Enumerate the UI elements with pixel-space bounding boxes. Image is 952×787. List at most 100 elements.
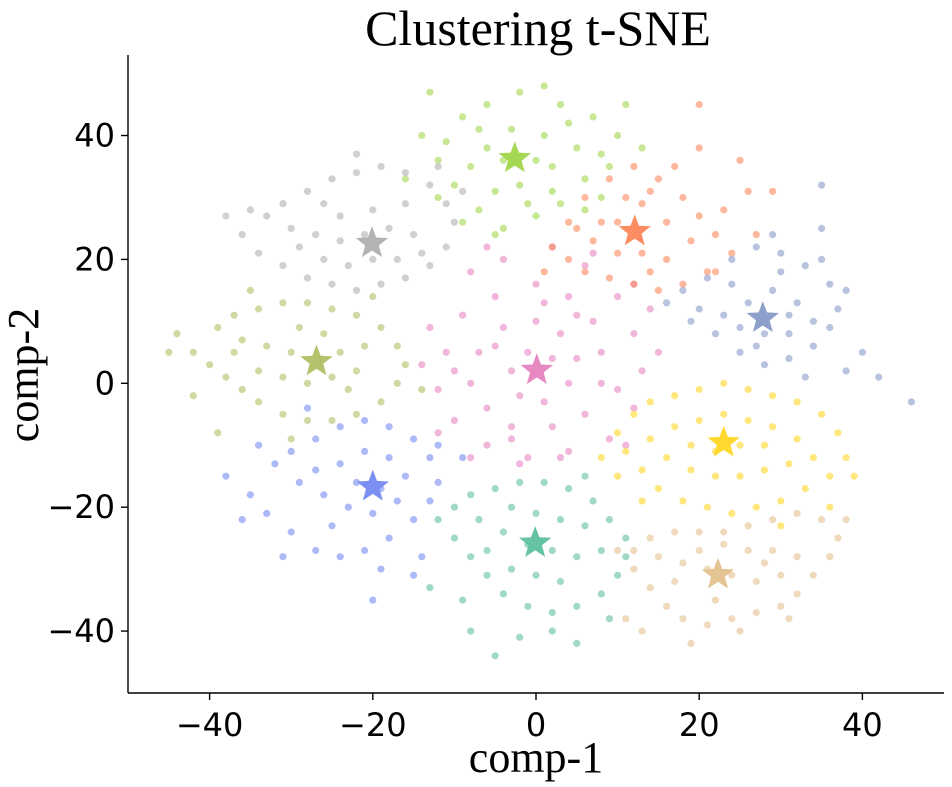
- data-point: [540, 398, 548, 406]
- data-point: [646, 305, 654, 313]
- data-point: [246, 491, 254, 499]
- data-point: [818, 224, 826, 232]
- data-point: [255, 367, 263, 375]
- data-point: [369, 206, 377, 214]
- data-point: [540, 82, 548, 90]
- data-point: [246, 206, 254, 214]
- data-point: [565, 119, 573, 127]
- data-point: [524, 454, 532, 462]
- data-point: [687, 317, 695, 325]
- data-point: [760, 441, 769, 449]
- data-point: [214, 429, 222, 437]
- data-point: [728, 615, 736, 623]
- data-point: [785, 615, 793, 623]
- data-point: [630, 162, 638, 171]
- data-point: [679, 280, 687, 288]
- data-point: [801, 485, 809, 493]
- data-point: [385, 224, 393, 232]
- data-point: [663, 454, 671, 462]
- data-point: [246, 286, 254, 294]
- data-point: [410, 231, 418, 239]
- data-point: [695, 528, 703, 536]
- data-point: [352, 150, 361, 158]
- data-point: [597, 150, 605, 158]
- data-point: [483, 546, 491, 555]
- data-point: [507, 435, 516, 443]
- data-point: [736, 156, 744, 164]
- data-point: [491, 342, 499, 350]
- data-point: [809, 317, 818, 325]
- data-point: [842, 454, 850, 462]
- data-point: [826, 472, 834, 480]
- data-point: [434, 162, 442, 171]
- data-point: [548, 187, 556, 195]
- data-point: [638, 497, 646, 505]
- data-point: [793, 590, 801, 598]
- data-point: [760, 330, 769, 338]
- data-point: [410, 571, 418, 579]
- x-axis-label: comp-1: [469, 733, 603, 782]
- data-point: [352, 169, 361, 177]
- data-point: [426, 323, 434, 332]
- data-point: [654, 485, 663, 493]
- data-point: [352, 286, 361, 294]
- data-point: [255, 398, 263, 406]
- data-point: [303, 416, 312, 425]
- data-point: [507, 565, 516, 573]
- data-point: [687, 466, 695, 474]
- y-tick-label: 0: [95, 364, 115, 402]
- data-point: [801, 373, 809, 381]
- data-point: [450, 503, 458, 511]
- data-point: [475, 206, 483, 214]
- data-point: [614, 218, 622, 226]
- data-point: [556, 516, 565, 524]
- data-point: [793, 398, 801, 406]
- data-point: [320, 255, 328, 263]
- data-point: [728, 255, 736, 263]
- data-point: [418, 553, 426, 561]
- data-point: [760, 361, 769, 369]
- data-point: [320, 200, 328, 208]
- data-point: [769, 516, 777, 524]
- data-point: [777, 249, 785, 257]
- data-point: [638, 249, 646, 257]
- data-point: [728, 249, 736, 257]
- data-point: [320, 491, 328, 499]
- data-point: [671, 423, 679, 431]
- data-point: [589, 317, 597, 325]
- data-point: [499, 323, 507, 332]
- data-point: [769, 231, 777, 239]
- data-point: [499, 255, 507, 263]
- data-point: [238, 385, 246, 394]
- data-point: [793, 299, 801, 307]
- data-point: [818, 410, 826, 418]
- data-point: [744, 416, 752, 425]
- data-point: [442, 200, 450, 208]
- data-point: [663, 255, 671, 263]
- data-point: [736, 441, 744, 449]
- data-point: [450, 181, 458, 189]
- data-point: [769, 187, 777, 195]
- data-point: [459, 187, 467, 195]
- data-point: [434, 156, 442, 164]
- data-point: [418, 131, 426, 140]
- data-point: [377, 280, 385, 288]
- data-point: [328, 175, 336, 183]
- data-point: [434, 478, 442, 486]
- data-point: [434, 441, 442, 449]
- centroid-star-icon: [355, 226, 389, 258]
- data-point: [614, 546, 622, 555]
- data-point: [336, 348, 344, 356]
- data-point: [328, 280, 336, 288]
- data-point: [695, 144, 703, 152]
- data-point: [573, 311, 581, 319]
- data-point: [826, 323, 834, 332]
- data-point: [442, 138, 450, 146]
- data-point: [614, 571, 622, 579]
- data-point: [622, 553, 630, 561]
- data-point: [744, 546, 752, 555]
- centroid-star-icon: [356, 469, 389, 501]
- data-point: [597, 546, 605, 555]
- data-point: [679, 559, 687, 567]
- data-point: [361, 447, 369, 455]
